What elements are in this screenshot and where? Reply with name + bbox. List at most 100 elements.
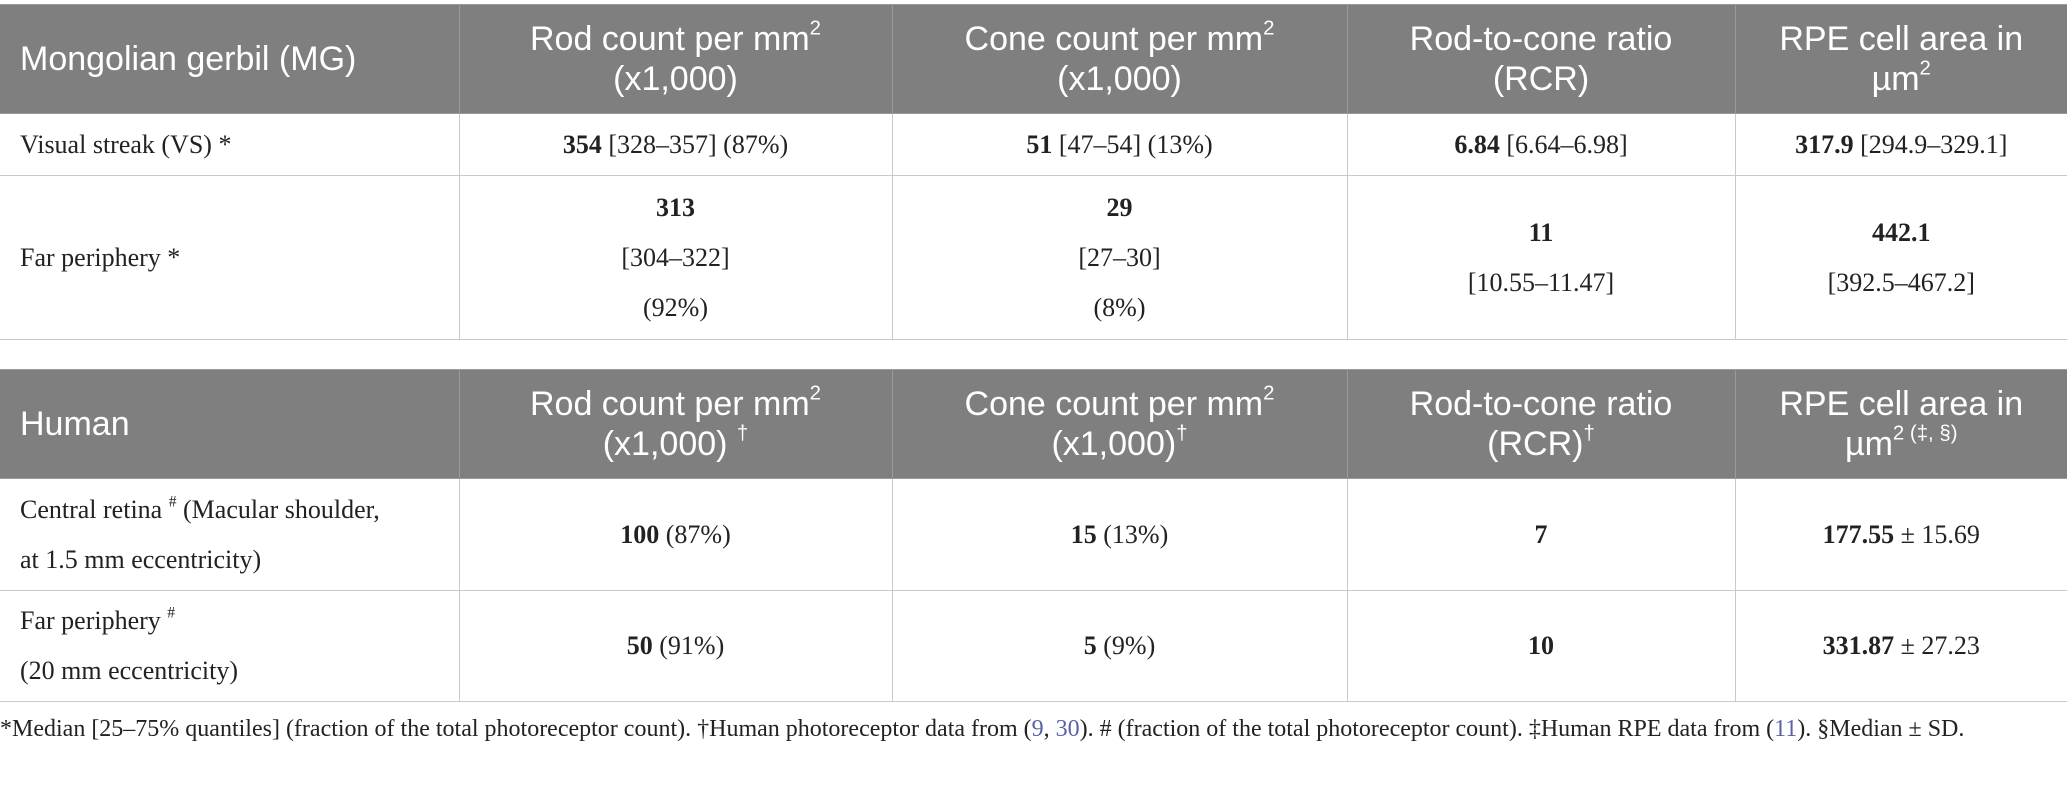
header-cell: Rod-to-cone ratio (RCR)† <box>1346 369 1736 479</box>
footnote-text: ). # (fraction of the total photorecepto… <box>1079 716 1775 742</box>
cell-text: # <box>168 492 177 510</box>
table-cell: Far periphery # (20 mm eccentricity) <box>0 590 460 702</box>
header-cell: RPE cell area in µm2 <box>1734 4 2067 114</box>
cell-text: 5 <box>1083 631 1097 660</box>
cell-text: 442.1 <box>1872 217 1931 247</box>
data-table: Mongolian gerbil (MG) Rod count per mm 2 (x… <box>0 4 2067 340</box>
footnote-text: *Median [25–75% quantiles] (fraction of … <box>0 716 1032 742</box>
cell-text: † <box>1583 422 1595 445</box>
table-cell: 29 [27–30] (8%) <box>891 175 1348 340</box>
cell-text: 50 <box>626 631 653 660</box>
cell-line: 50 (91%) <box>480 621 872 671</box>
cell-line: Far periphery * <box>20 233 439 283</box>
table-cell: 5 (9%) <box>891 590 1348 702</box>
cell-text: 7 <box>1534 519 1548 549</box>
table-cell: 51 [47–54] (13%) <box>891 113 1348 176</box>
cell-text: [294.9–329.1] <box>1853 129 2008 159</box>
cell-line: µm2 <box>1756 59 2048 99</box>
cell-text: 100 <box>620 519 660 549</box>
cell-text: # <box>167 604 176 622</box>
table-row: Central retina # (Macular shoulder, at 1.… <box>0 478 2067 591</box>
cell-text: (RCR) <box>1487 425 1584 463</box>
cell-text: ± 27.23 <box>1894 631 1980 660</box>
cell-line: Rod count per mm2 <box>480 384 872 424</box>
cell-line: [10.55–11.47] <box>1368 258 1715 308</box>
cell-text: 11 <box>1528 217 1554 247</box>
cell-text: [27–30] <box>1078 242 1161 272</box>
reference-link[interactable]: 11 <box>1774 716 1798 742</box>
table-cell: 354 [328–357] (87%) <box>458 113 893 176</box>
cell-text: [47–54] (13%) <box>1052 129 1213 159</box>
cell-text: † <box>736 422 749 445</box>
cell-text: RPE cell area in <box>1779 20 2024 58</box>
cell-text: Mongolian gerbil (MG) <box>20 40 357 78</box>
table-cell: 11 [10.55–11.47] <box>1346 175 1736 340</box>
reference-link[interactable]: 30 <box>1055 716 1080 742</box>
cell-line: µm2 (‡, §) <box>1756 424 2048 464</box>
table-cell: 177.55 ± 15.69 <box>1734 478 2067 591</box>
cell-line: 5 (9%) <box>913 621 1327 671</box>
header-cell: Cone count per mm2 (x1,000)† <box>891 369 1348 479</box>
cell-line: 29 <box>913 183 1327 233</box>
cell-line: 7 <box>1368 510 1715 560</box>
table-cell: 7 <box>1346 478 1736 591</box>
cell-line: (RCR) <box>1368 59 1715 99</box>
footnote-text: , <box>1043 716 1056 742</box>
cell-line: 15 (13%) <box>913 510 1327 560</box>
header-cell: Cone count per mm2 (x1,000) <box>891 4 1348 114</box>
cell-text: (9%) <box>1096 631 1156 660</box>
data-table: Human Rod count per mm2 (x1,000) † Cone cou… <box>0 369 2067 702</box>
footnote-text: ). §Median ± SD. <box>1797 716 1965 742</box>
cell-line: Cone count per mm2 <box>913 19 1327 59</box>
cell-text: [328–357] (87%) <box>601 129 789 159</box>
cell-text: Rod count per mm <box>529 385 810 423</box>
header-cell: Human <box>0 369 460 479</box>
cell-line: Rod-to-cone ratio <box>1368 384 1715 424</box>
cell-text: (8%) <box>1093 292 1146 322</box>
cell-text: Far periphery <box>20 606 168 635</box>
cell-line: 51 [47–54] (13%) <box>913 120 1327 170</box>
cell-text: Rod-to-cone ratio <box>1409 20 1673 58</box>
header-cell: Rod-to-cone ratio (RCR) <box>1346 4 1736 114</box>
cell-text: 15 <box>1070 519 1097 549</box>
cell-text: µm <box>1844 425 1893 463</box>
table-row: Far periphery # (20 mm eccentricity) 50 (9… <box>0 590 2067 702</box>
header-cell: RPE cell area in µm2 (‡, §) <box>1734 369 2067 479</box>
cell-text: (87%) <box>659 519 731 549</box>
footnote: *Median [25–75% quantiles] (fraction of … <box>0 712 2050 746</box>
cell-line: (8%) <box>913 283 1327 333</box>
table-cell: Central retina # (Macular shoulder, at 1.… <box>0 478 460 591</box>
cell-text: ± 15.69 <box>1894 519 1980 549</box>
reference-link[interactable]: 9 <box>1031 716 1044 742</box>
cell-text: Far periphery * <box>20 242 181 272</box>
cell-line: Rod-to-cone ratio <box>1368 19 1715 59</box>
cell-text: (RCR) <box>1492 60 1590 98</box>
cell-text: Rod count per mm <box>529 20 810 58</box>
cell-text: [6.64–6.98] <box>1499 129 1628 159</box>
cell-line: Central retina # (Macular shoulder, <box>20 485 439 535</box>
cell-text: 331.87 <box>1822 631 1895 660</box>
table-row: Visual streak (VS) * 354 [328–357] (87%) 5… <box>0 113 2067 176</box>
cell-line: (92%) <box>480 283 872 333</box>
cell-line: Human <box>20 404 439 444</box>
table-cell: 10 <box>1346 590 1736 702</box>
cell-text: Rod-to-cone ratio <box>1409 385 1673 423</box>
table-cell: 442.1 [392.5–467.2] <box>1734 175 2067 340</box>
table-cell: 100 (87%) <box>458 478 893 591</box>
cell-line: 100 (87%) <box>480 510 872 560</box>
cell-text: (Macular shoulder, <box>176 494 380 524</box>
table-cell: 313 [304–322] (92%) <box>458 175 893 340</box>
cell-line: (x1,000) <box>913 59 1327 99</box>
cell-line: [27–30] <box>913 233 1327 283</box>
cell-text: (13%) <box>1096 519 1169 549</box>
table-cell: 331.87 ± 27.23 <box>1734 590 2067 702</box>
cell-text: 2 <box>1263 17 1275 40</box>
cell-text: Cone count per mm <box>964 385 1264 423</box>
cell-line: (x1,000)† <box>913 424 1327 464</box>
cell-text: Visual streak (VS) * <box>20 129 232 159</box>
cell-line: Mongolian gerbil (MG) <box>20 39 439 79</box>
cell-line: RPE cell area in <box>1756 384 2048 424</box>
table-cell: Visual streak (VS) * <box>0 113 460 176</box>
cell-text: (91%) <box>652 631 725 660</box>
